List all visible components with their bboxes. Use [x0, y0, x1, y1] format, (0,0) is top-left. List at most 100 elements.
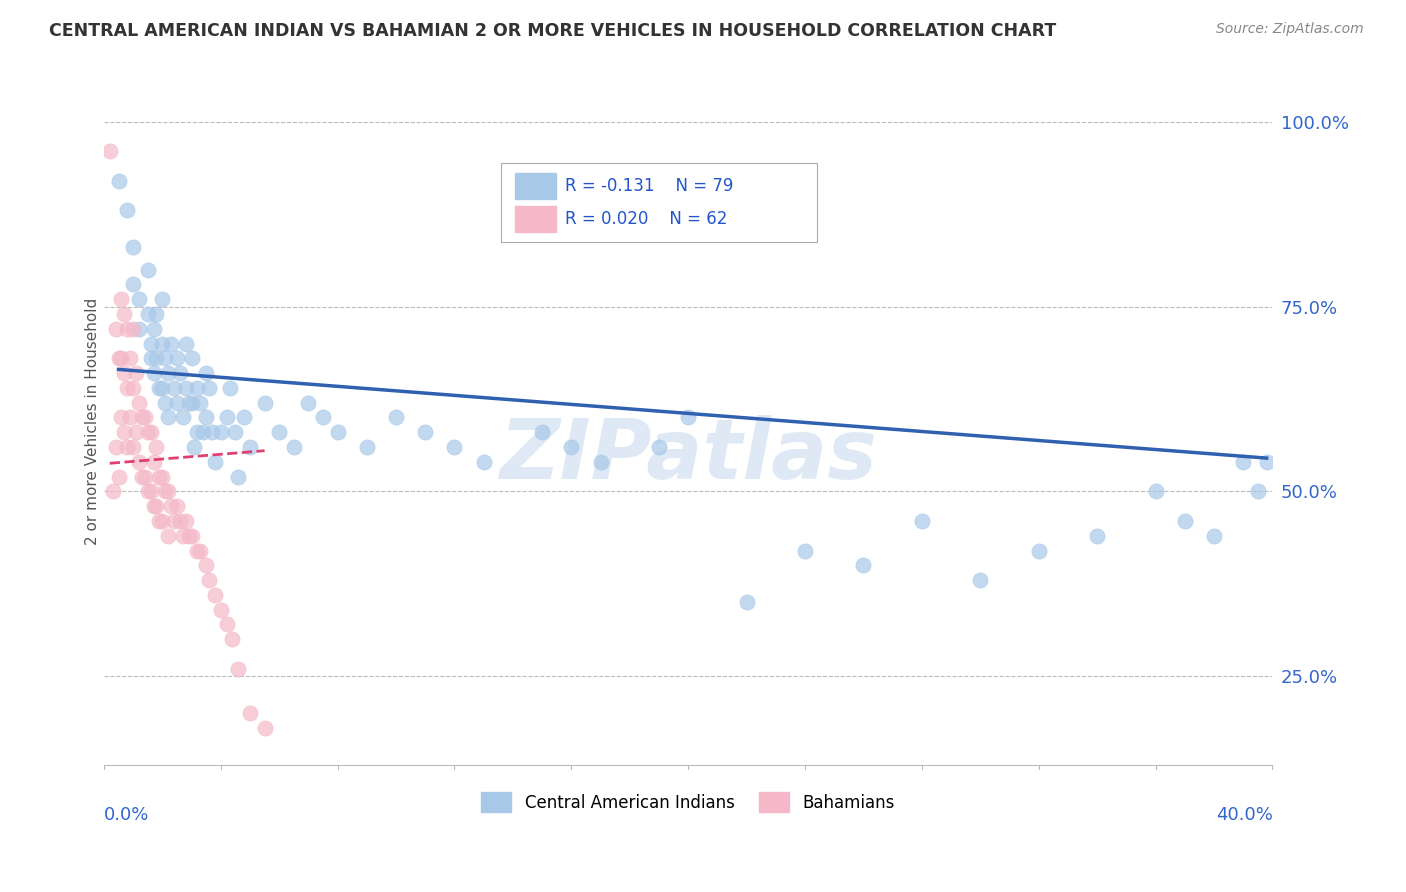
- Point: [1085, 529, 1108, 543]
- Point: [531, 425, 554, 440]
- Point: [209, 602, 232, 616]
- Point: [117, 322, 139, 336]
- Point: [385, 410, 408, 425]
- Point: [195, 410, 218, 425]
- Point: [131, 469, 153, 483]
- Point: [107, 469, 129, 483]
- Point: [136, 307, 159, 321]
- Point: [218, 381, 240, 395]
- Point: [136, 484, 159, 499]
- Point: [735, 595, 758, 609]
- Point: [110, 410, 132, 425]
- Point: [157, 484, 180, 499]
- Point: [1202, 529, 1225, 543]
- Point: [112, 366, 135, 380]
- Point: [166, 499, 188, 513]
- Point: [969, 573, 991, 587]
- Legend: Central American Indians, Bahamians: Central American Indians, Bahamians: [475, 786, 901, 818]
- Point: [107, 351, 129, 366]
- Point: [186, 381, 208, 395]
- Point: [142, 322, 165, 336]
- Point: [1256, 455, 1278, 469]
- Point: [128, 292, 150, 306]
- Point: [139, 484, 162, 499]
- Point: [148, 514, 170, 528]
- Point: [209, 425, 232, 440]
- Point: [157, 366, 180, 380]
- Point: [128, 395, 150, 409]
- Point: [413, 425, 436, 440]
- Point: [122, 381, 145, 395]
- Point: [195, 366, 218, 380]
- Point: [560, 440, 582, 454]
- Point: [188, 395, 211, 409]
- Point: [224, 425, 246, 440]
- Point: [172, 410, 194, 425]
- Point: [443, 440, 465, 454]
- Point: [136, 262, 159, 277]
- Point: [794, 543, 817, 558]
- Text: Source: ZipAtlas.com: Source: ZipAtlas.com: [1216, 22, 1364, 37]
- Point: [253, 395, 276, 409]
- Point: [589, 455, 612, 469]
- Point: [166, 395, 188, 409]
- Point: [166, 351, 188, 366]
- Point: [226, 662, 249, 676]
- Point: [125, 366, 148, 380]
- Text: 40.0%: 40.0%: [1216, 805, 1272, 823]
- Point: [215, 410, 238, 425]
- Point: [157, 529, 180, 543]
- Point: [180, 529, 202, 543]
- Point: [122, 240, 145, 254]
- Point: [101, 484, 124, 499]
- Point: [269, 425, 291, 440]
- Point: [131, 410, 153, 425]
- Point: [186, 543, 208, 558]
- Point: [98, 145, 121, 159]
- Point: [174, 336, 197, 351]
- FancyBboxPatch shape: [501, 163, 817, 243]
- Point: [145, 499, 167, 513]
- Point: [186, 425, 208, 440]
- Point: [139, 336, 162, 351]
- Point: [180, 395, 202, 409]
- Point: [125, 425, 148, 440]
- Point: [1247, 484, 1270, 499]
- Point: [150, 469, 173, 483]
- Point: [142, 499, 165, 513]
- Point: [160, 336, 183, 351]
- Point: [148, 381, 170, 395]
- Point: [204, 588, 226, 602]
- Point: [253, 721, 276, 735]
- Point: [201, 425, 224, 440]
- Point: [128, 455, 150, 469]
- Point: [145, 307, 167, 321]
- Point: [104, 322, 127, 336]
- Point: [134, 469, 156, 483]
- Point: [145, 440, 167, 454]
- Point: [120, 410, 142, 425]
- Point: [648, 440, 671, 454]
- Point: [104, 440, 127, 454]
- Point: [852, 558, 875, 573]
- Point: [142, 455, 165, 469]
- Point: [163, 381, 186, 395]
- Point: [204, 455, 226, 469]
- Point: [112, 425, 135, 440]
- Point: [169, 514, 191, 528]
- Point: [117, 203, 139, 218]
- Point: [356, 440, 378, 454]
- Point: [150, 336, 173, 351]
- Point: [283, 440, 305, 454]
- Point: [136, 425, 159, 440]
- Point: [226, 469, 249, 483]
- Point: [117, 381, 139, 395]
- Point: [297, 395, 319, 409]
- Point: [110, 292, 132, 306]
- Point: [112, 307, 135, 321]
- Point: [676, 410, 699, 425]
- Point: [239, 706, 262, 720]
- Point: [169, 366, 191, 380]
- Point: [122, 277, 145, 292]
- Point: [177, 529, 200, 543]
